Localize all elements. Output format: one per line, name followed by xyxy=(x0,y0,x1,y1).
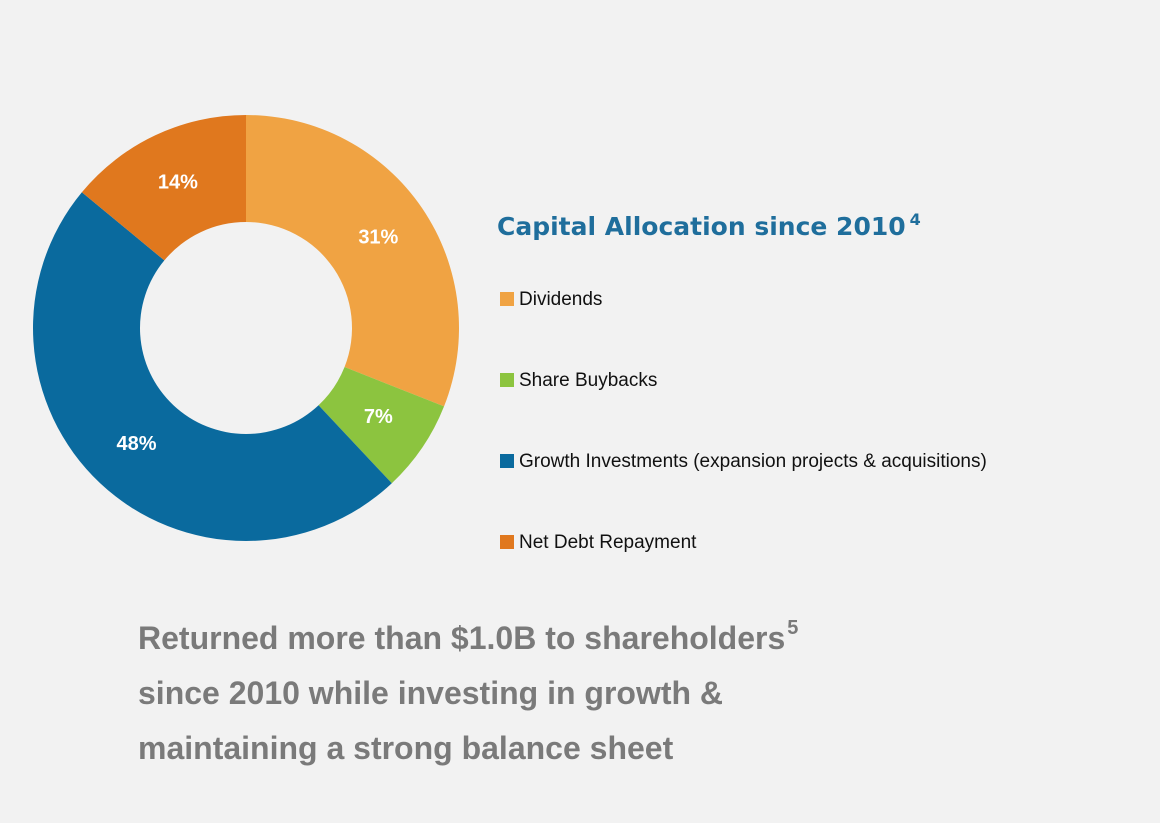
legend-label: Dividends xyxy=(519,289,602,310)
annotation-line: since 2010 while investing in growth & xyxy=(138,675,723,711)
donut-segment xyxy=(32,192,392,542)
legend-swatch xyxy=(500,535,514,549)
annotation-superscript: 5 xyxy=(787,617,798,639)
donut-segment xyxy=(81,115,246,261)
data-label: 14% xyxy=(158,172,198,194)
legend-swatch xyxy=(500,292,514,306)
data-label: 48% xyxy=(116,433,156,455)
donut-segment xyxy=(246,115,460,407)
legend-label: Growth Investments (expansion projects &… xyxy=(519,451,987,472)
legend-swatch xyxy=(500,373,514,387)
donut-segment xyxy=(318,367,445,484)
annotation-text: maintaining a strong balance sheet xyxy=(138,730,674,766)
legend-label: Net Debt Repayment xyxy=(519,532,697,553)
title-superscript: 4 xyxy=(910,210,921,229)
title-text: Capital Allocation since 2010 xyxy=(497,212,906,241)
legend-swatch xyxy=(500,454,514,468)
annotation-text: Returned more than $1.0B to shareholders xyxy=(138,620,785,656)
data-label: 31% xyxy=(358,226,398,248)
annotation-text: since 2010 while investing in growth & xyxy=(138,675,723,711)
annotation: Returned more than $1.0B to shareholders… xyxy=(138,617,798,766)
legend-label: Share Buybacks xyxy=(519,370,657,391)
chart-title: Capital Allocation since 2010 4 xyxy=(497,210,921,242)
annotation-line: Returned more than $1.0B to shareholders… xyxy=(138,617,798,656)
data-label: 7% xyxy=(364,406,393,428)
annotation-line: maintaining a strong balance sheet xyxy=(138,730,674,766)
